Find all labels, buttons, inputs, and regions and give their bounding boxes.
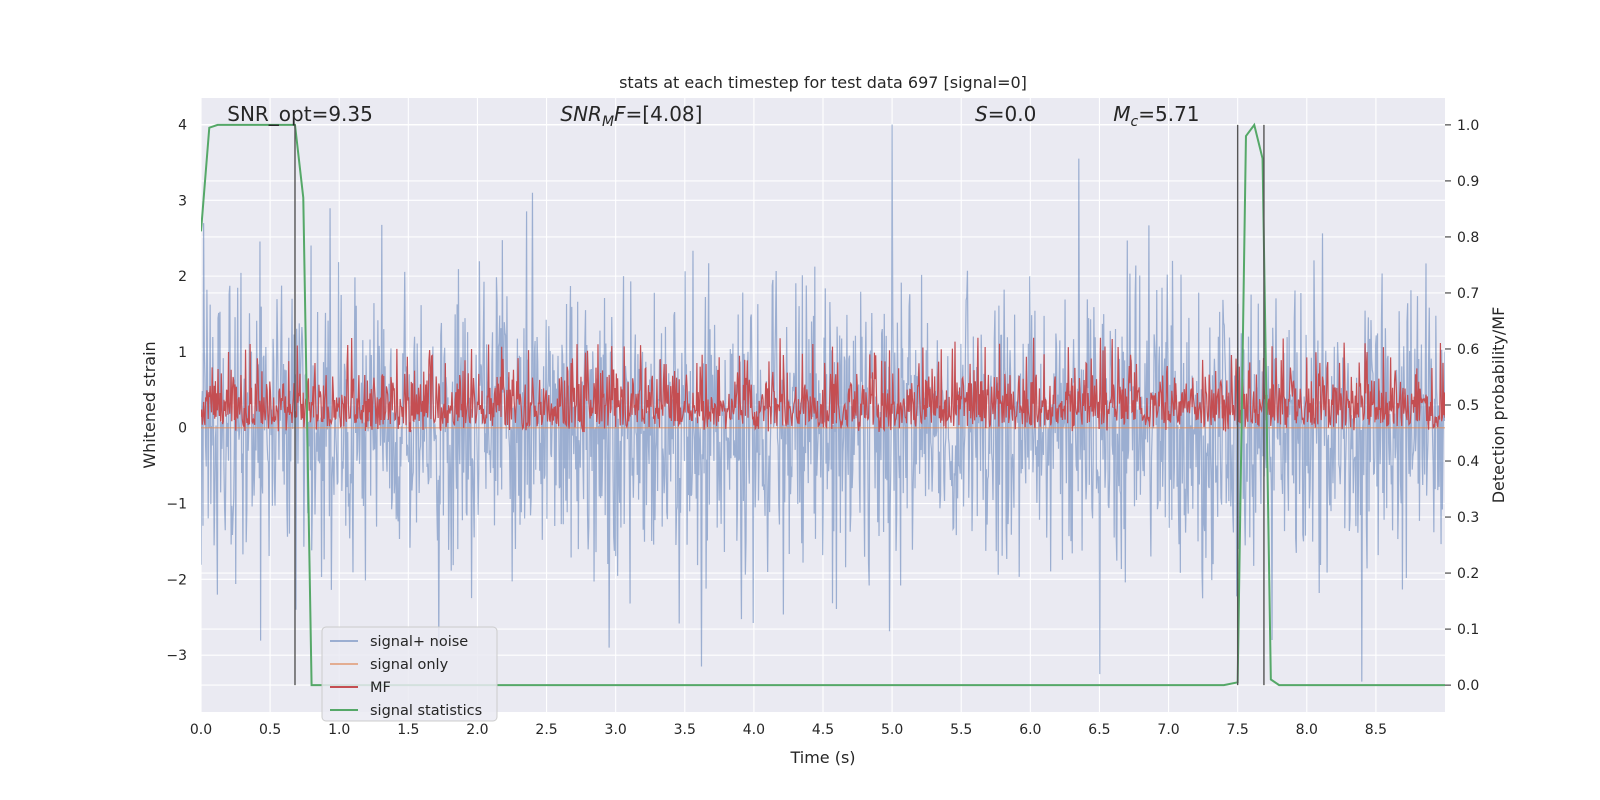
x-tick-label: 5.5 [950, 722, 972, 738]
tick-labels: 0.0 0.5 1.0 1.5 2.0 2.5 3.0 3.5 4.0 4.5 5.0 5.5 6.0 6… [166, 118, 1479, 738]
y-axis-label: Whitened strain [140, 341, 159, 468]
y2-tick-label: 0.2 [1457, 566, 1479, 582]
y2-tick-label: 0.5 [1457, 398, 1479, 414]
y-tick-label: −2 [166, 572, 187, 588]
y2-tick-label: 0.4 [1457, 454, 1479, 470]
x-tick-label: 1.5 [397, 722, 419, 738]
x-tick-label: 2.5 [535, 722, 557, 738]
y2-tick-label: 0.6 [1457, 342, 1479, 358]
x-tick-label: 8.0 [1296, 722, 1318, 738]
y2-axis-label: Detection probability/MF [1489, 307, 1508, 504]
x-tick-label: 6.5 [1088, 722, 1110, 738]
x-tick-label: 7.0 [1157, 722, 1179, 738]
legend: signal+ noise signal only MF signal statist… [321, 626, 498, 722]
x-tick-label: 0.5 [259, 722, 281, 738]
y-tick-label: −3 [166, 648, 187, 664]
y-tick-label: 2 [178, 269, 187, 285]
annotation: S=0.0 [975, 102, 1036, 126]
x-tick-label: 0.0 [190, 722, 212, 738]
x-tick-label: 8.5 [1365, 722, 1387, 738]
y2-tick-label: 0.9 [1457, 174, 1479, 190]
series-signal-statistics [201, 122, 1445, 687]
x-tick-label: 6.0 [1019, 722, 1041, 738]
y2-tick-label: 0.0 [1457, 678, 1479, 694]
legend-entry: signal statistics [370, 703, 482, 719]
x-tick-label: 4.5 [812, 722, 834, 738]
x-tick-label: 4.0 [743, 722, 765, 738]
annotations: SNR_opt=9.35 SNRMF=[4.08] S=0.0 Mc​=5.71 [227, 102, 1199, 130]
x-axis-label: Time (s) [789, 748, 855, 767]
legend-entry: signal+ noise [370, 634, 468, 650]
y-tick-label: 4 [178, 118, 187, 134]
vertical-markers [294, 124, 1265, 686]
chart-title: stats at each timestep for test data 697… [619, 73, 1027, 92]
y2-tick-label: 0.3 [1457, 510, 1479, 526]
y-tick-label: −1 [166, 497, 187, 513]
y2-tick-label: 0.8 [1457, 230, 1479, 246]
legend-entry: MF [370, 680, 391, 696]
x-tick-label: 2.0 [466, 722, 488, 738]
y-tick-label: 0 [178, 421, 187, 437]
x-tick-label: 5.0 [881, 722, 903, 738]
y-tick-label: 3 [178, 193, 187, 209]
legend-box [321, 626, 498, 722]
x-tick-label: 7.5 [1227, 722, 1249, 738]
y2-tick-label: 0.1 [1457, 622, 1479, 638]
annotation: Mc​=5.71 [1113, 102, 1199, 130]
legend-entry: signal only [370, 657, 449, 673]
y-tick-label: 1 [178, 345, 187, 361]
x-tick-label: 1.0 [328, 722, 350, 738]
x-tick-label: 3.5 [674, 722, 696, 738]
y2-tick-label: 1.0 [1457, 118, 1479, 134]
x-tick-label: 3.0 [605, 722, 627, 738]
annotation: SNRMF=[4.08] [560, 102, 702, 130]
y2-tick-label: 0.7 [1457, 286, 1479, 302]
annotation: SNR_opt=9.35 [227, 102, 373, 126]
